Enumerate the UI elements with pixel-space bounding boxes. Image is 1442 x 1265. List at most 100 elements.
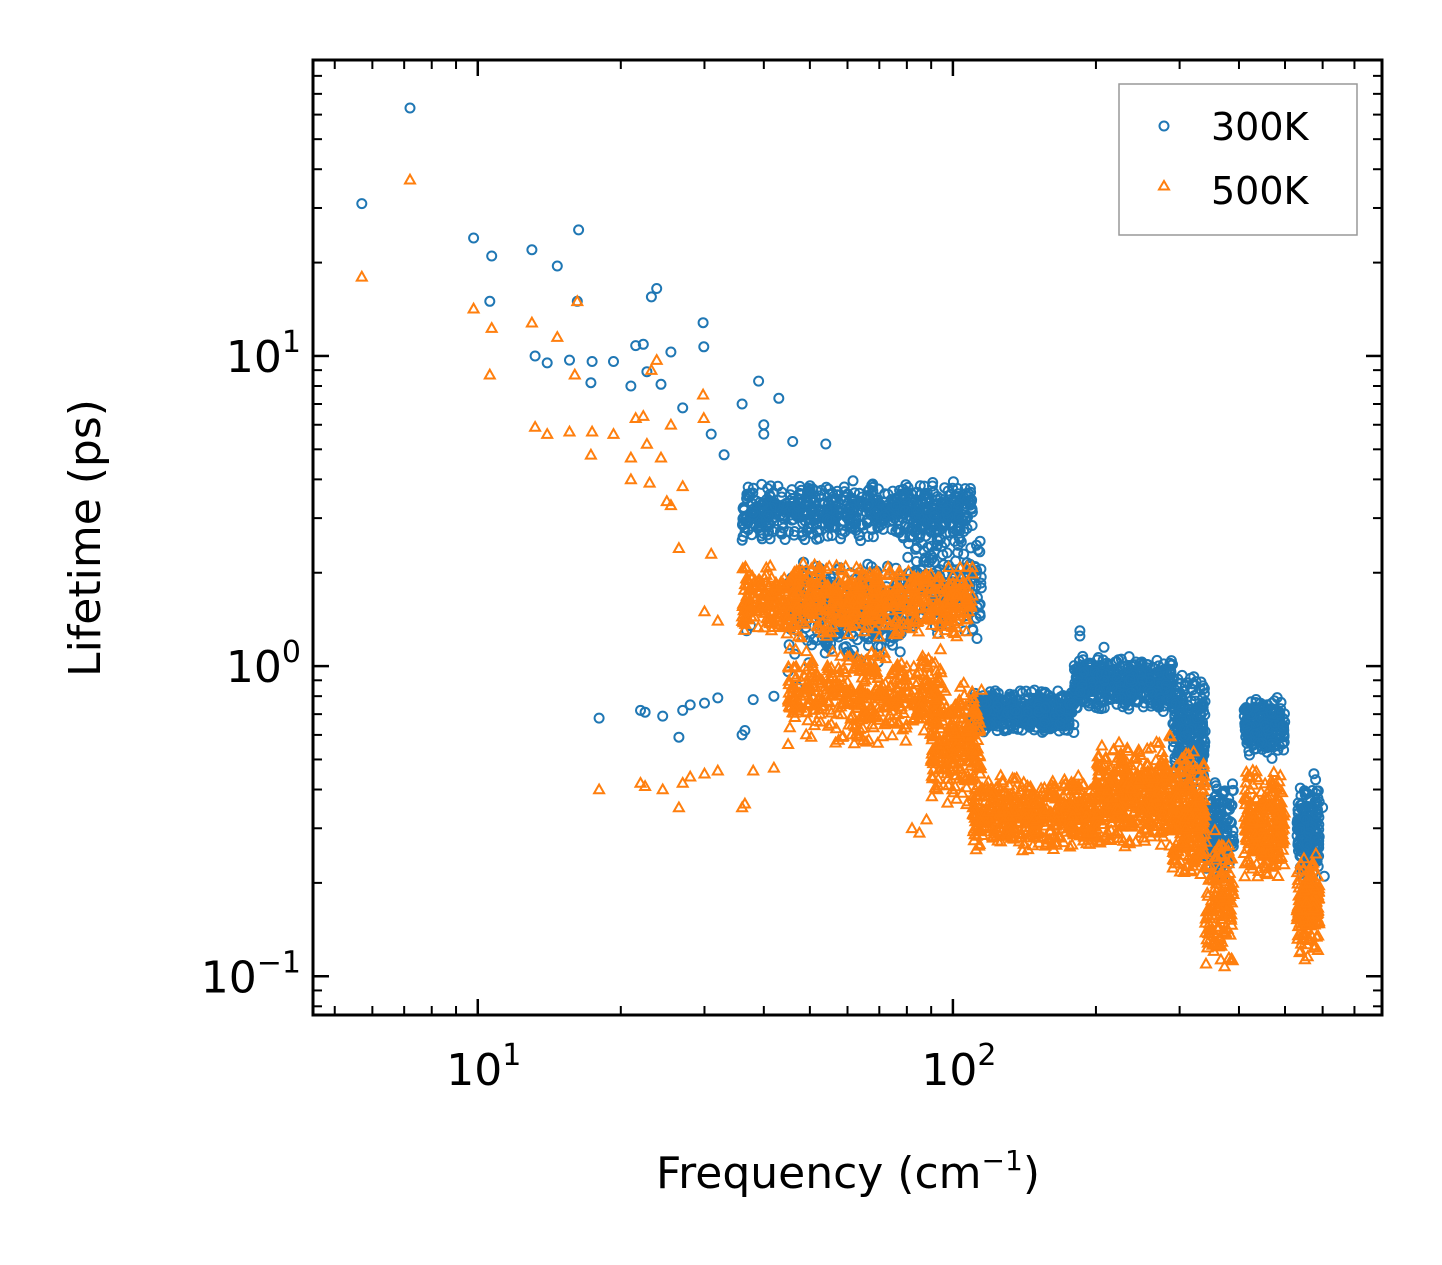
- point-300K: [1136, 656, 1148, 668]
- point-300K: [1151, 654, 1163, 666]
- point-300K: [804, 480, 816, 492]
- point-300K: [1169, 731, 1181, 743]
- point-300K: [762, 510, 774, 522]
- point-300K: [1011, 707, 1023, 719]
- point-300K: [1139, 697, 1150, 709]
- point-300K: [842, 488, 854, 500]
- point-300K: [486, 250, 498, 262]
- point-500K: [899, 733, 913, 746]
- point-300K: [712, 692, 724, 704]
- point-500K: [940, 795, 955, 808]
- point-300K: [625, 380, 637, 392]
- point-300K: [1039, 686, 1051, 698]
- point-300K: [1122, 662, 1134, 674]
- point-300K: [1100, 682, 1112, 694]
- point-300K: [529, 350, 541, 362]
- point-300K: [1168, 718, 1180, 730]
- point-300K: [825, 494, 837, 505]
- point-300K: [866, 524, 878, 536]
- point-300K: [980, 696, 992, 708]
- point-500K: [1112, 735, 1126, 748]
- point-500K: [783, 720, 797, 733]
- point-300K: [1110, 692, 1122, 704]
- point-300K: [960, 512, 972, 524]
- point-300K: [894, 646, 906, 658]
- point-300K: [879, 513, 891, 525]
- point-300K: [404, 102, 416, 114]
- point-300K: [985, 718, 997, 730]
- point-300K: [657, 710, 669, 722]
- point-300K: [1186, 678, 1198, 690]
- point-500K: [799, 727, 813, 740]
- point-300K: [966, 520, 978, 531]
- point-300K: [737, 519, 748, 531]
- point-300K: [797, 508, 809, 520]
- point-300K: [847, 503, 859, 515]
- point-300K: [1055, 693, 1067, 705]
- point-300K: [1098, 675, 1110, 687]
- point-300K: [1039, 702, 1051, 714]
- point-300K: [867, 531, 879, 543]
- point-500K: [1071, 768, 1086, 781]
- point-300K: [1160, 679, 1172, 691]
- point-300K: [1115, 653, 1127, 665]
- point-300K: [901, 486, 913, 498]
- point-300K: [1116, 665, 1127, 677]
- point-300K: [754, 521, 766, 533]
- point-300K: [935, 493, 947, 505]
- point-300K: [920, 489, 932, 501]
- point-300K: [1150, 699, 1162, 711]
- point-300K: [1116, 692, 1127, 704]
- point-300K: [813, 524, 825, 536]
- point-300K: [789, 526, 800, 537]
- point-300K: [1076, 679, 1088, 691]
- point-300K: [747, 694, 759, 706]
- point-300K: [1209, 791, 1221, 803]
- point-300K: [939, 482, 951, 494]
- point-300K: [677, 402, 689, 414]
- point-300K: [756, 533, 768, 545]
- point-300K: [778, 499, 790, 511]
- point-300K: [526, 244, 538, 256]
- point-300K: [551, 260, 563, 272]
- point-300K: [996, 709, 1008, 721]
- point-300K: [1098, 641, 1110, 653]
- point-300K: [1266, 752, 1278, 764]
- point-300K: [484, 295, 496, 307]
- point-300K: [1194, 683, 1206, 695]
- point-300K: [899, 505, 911, 517]
- point-300K: [1187, 742, 1198, 754]
- point-300K: [1176, 669, 1188, 681]
- point-300K: [890, 499, 901, 511]
- point-300K: [585, 377, 597, 389]
- point-300K: [1071, 702, 1083, 714]
- point-300K: [912, 505, 924, 517]
- point-300K: [863, 499, 875, 511]
- point-300K: [1188, 671, 1200, 683]
- point-300K: [774, 509, 786, 521]
- point-300K: [1006, 708, 1018, 720]
- point-300K: [1172, 746, 1184, 758]
- point-300K: [991, 701, 1003, 713]
- point-300K: [791, 507, 803, 519]
- point-300K: [757, 499, 769, 511]
- point-300K: [1023, 692, 1035, 704]
- point-300K: [736, 398, 748, 410]
- point-300K: [806, 639, 818, 651]
- point-300K: [718, 449, 730, 461]
- point-300K: [747, 506, 759, 518]
- point-300K: [1054, 705, 1066, 717]
- point-300K: [786, 484, 798, 496]
- point-300K: [944, 527, 956, 539]
- point-300K: [836, 524, 848, 536]
- point-300K: [1125, 687, 1137, 699]
- point-300K: [999, 725, 1010, 737]
- point-300K: [573, 224, 585, 236]
- point-300K: [1000, 694, 1012, 706]
- point-300K: [768, 690, 780, 702]
- point-300K: [665, 346, 677, 358]
- point-300K: [1197, 697, 1209, 709]
- point-300K: [1177, 706, 1188, 718]
- point-300K: [1185, 695, 1197, 707]
- point-300K: [761, 521, 773, 533]
